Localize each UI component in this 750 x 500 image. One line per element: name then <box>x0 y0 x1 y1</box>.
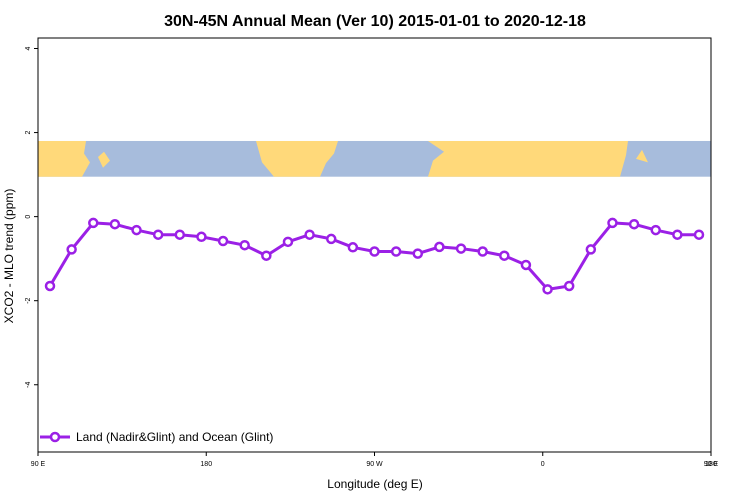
data-point <box>390 246 402 257</box>
data-point <box>196 231 207 243</box>
data-point <box>282 236 294 248</box>
data-point <box>369 246 380 257</box>
x-tick-label: 90 W <box>366 461 383 468</box>
data-point <box>217 235 229 247</box>
data-point <box>152 229 164 240</box>
map-land-region <box>98 151 110 168</box>
data-point <box>325 233 337 245</box>
data-point <box>109 218 121 230</box>
map-land-region <box>256 140 338 177</box>
x-tick-label: 90 E <box>31 461 46 468</box>
series-layer <box>44 217 705 295</box>
data-point <box>672 229 683 240</box>
y-tick-label: 2 <box>25 131 32 135</box>
data-point <box>412 248 424 259</box>
chart-title: 30N-45N Annual Mean (Ver 10) 2015-01-01 … <box>164 13 586 30</box>
x-tick-label: 0 <box>541 461 545 468</box>
map-land-region <box>636 149 648 163</box>
x-axis-label: Longitude (deg E) <box>327 477 422 491</box>
data-point <box>477 246 488 257</box>
data-point <box>347 242 359 253</box>
y-axis-label: XCO2 - MLO trend (ppm) <box>2 189 16 324</box>
data-point <box>174 229 186 240</box>
map-strip-land <box>38 140 648 177</box>
data-point <box>88 217 99 229</box>
y-tick-label: -2 <box>25 297 32 303</box>
data-point <box>434 241 445 253</box>
y-tick-label: 4 <box>25 46 32 50</box>
data-point <box>261 250 272 261</box>
map-strip <box>38 140 711 177</box>
data-point <box>499 250 510 261</box>
x-tick-label: 180 <box>705 461 717 468</box>
data-point <box>304 229 315 240</box>
map-land-region <box>38 140 90 177</box>
data-point <box>455 243 467 254</box>
data-point <box>542 284 553 295</box>
data-point <box>563 280 575 292</box>
data-point <box>585 244 597 255</box>
x-tick-label: 180 <box>200 461 212 468</box>
data-point <box>607 217 618 229</box>
data-point <box>44 280 56 292</box>
legend: Land (Nadir&Glint) and Ocean (Glint) <box>40 430 273 444</box>
data-point <box>628 218 640 230</box>
legend-label: Land (Nadir&Glint) and Ocean (Glint) <box>76 430 273 444</box>
plot-frame <box>37 37 712 453</box>
y-axis: 4 2 0 -2 -4 <box>25 46 38 388</box>
y-tick-label: -4 <box>25 382 32 388</box>
data-point <box>520 259 532 271</box>
data-point <box>650 224 661 236</box>
legend-marker <box>49 431 61 443</box>
data-point <box>239 239 250 251</box>
y-tick-label: 0 <box>25 215 32 219</box>
data-point <box>66 244 77 255</box>
data-point <box>693 229 705 240</box>
data-point <box>131 224 142 236</box>
x-tick-label: 90 E <box>704 461 719 468</box>
map-land-region <box>428 140 628 177</box>
